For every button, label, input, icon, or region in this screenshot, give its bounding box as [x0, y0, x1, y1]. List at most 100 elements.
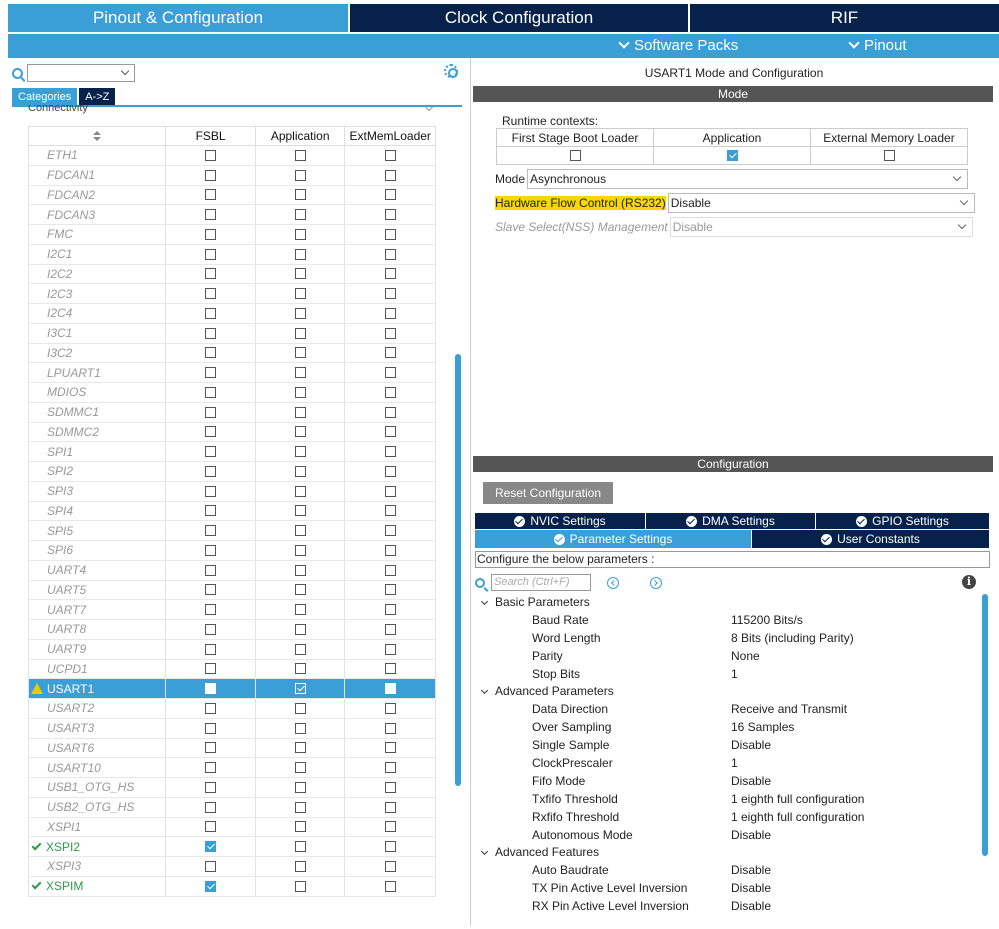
chevron-down-icon[interactable] [480, 687, 489, 695]
ext-checkbox[interactable] [384, 288, 396, 300]
table-row[interactable]: I3C1 [28, 323, 436, 344]
fsbl-checkbox[interactable] [205, 386, 217, 398]
table-row[interactable]: USART6 [28, 738, 436, 759]
tab-pinout-configuration[interactable]: Pinout & Configuration [8, 4, 348, 32]
fsbl-checkbox[interactable] [205, 683, 217, 695]
mode-select[interactable]: Asynchronous [527, 169, 969, 189]
app-checkbox[interactable] [294, 307, 306, 319]
app-checkbox[interactable] [294, 169, 306, 181]
app-checkbox[interactable] [294, 149, 306, 161]
ext-checkbox[interactable] [384, 525, 396, 537]
ext-checkbox[interactable] [384, 505, 396, 517]
tab-dma-settings[interactable]: DMA Settings [646, 513, 815, 529]
table-row[interactable]: SPI6 [28, 541, 436, 561]
peripheral-name[interactable]: I3C2 [29, 343, 167, 363]
ext-checkbox[interactable] [384, 169, 396, 181]
parameter-value[interactable]: Disable [731, 899, 772, 914]
app-checkbox[interactable] [294, 663, 306, 675]
table-row[interactable]: MDIOS [28, 383, 436, 403]
ext-checkbox[interactable] [384, 386, 396, 398]
ext-checkbox[interactable] [384, 623, 396, 635]
table-row[interactable]: SPI1 [28, 442, 436, 462]
context-checkbox-extmemloader[interactable] [883, 150, 895, 161]
peripheral-name[interactable]: XSPIM [29, 876, 167, 896]
fsbl-checkbox[interactable] [205, 564, 217, 576]
app-checkbox[interactable] [294, 446, 306, 458]
fsbl-checkbox[interactable] [205, 880, 217, 892]
fsbl-checkbox[interactable] [205, 465, 217, 477]
tab-categories[interactable]: Categories [12, 88, 78, 105]
peripheral-name[interactable]: XSPI2 [29, 837, 167, 856]
table-row[interactable]: ETH1 [28, 146, 436, 166]
app-checkbox[interactable] [294, 841, 306, 853]
app-checkbox[interactable] [294, 722, 306, 734]
ext-checkbox[interactable] [384, 347, 396, 359]
app-checkbox[interactable] [294, 564, 306, 576]
peripheral-name[interactable]: I2C3 [29, 284, 167, 303]
table-row[interactable]: FDCAN3 [28, 205, 436, 225]
ext-checkbox[interactable] [384, 683, 396, 695]
parameter-row[interactable]: Baud Rate 115200 Bits/s [473, 612, 981, 630]
parameter-row[interactable]: Parity None [473, 648, 981, 666]
table-row[interactable]: UART4 [28, 560, 436, 581]
app-checkbox[interactable] [294, 801, 306, 813]
parameter-row[interactable]: Autonomous Mode Disable [473, 827, 981, 845]
ext-checkbox[interactable] [384, 722, 396, 734]
app-checkbox[interactable] [294, 485, 306, 497]
peripheral-name[interactable]: USART3 [29, 718, 167, 738]
ext-checkbox[interactable] [384, 801, 396, 813]
peripheral-name[interactable]: SPI5 [29, 521, 167, 540]
fsbl-checkbox[interactable] [205, 643, 217, 655]
parameter-row[interactable]: Fifo Mode Disable [473, 773, 981, 791]
app-checkbox[interactable] [294, 386, 306, 398]
ext-checkbox[interactable] [384, 189, 396, 201]
peripheral-name[interactable]: SPI2 [29, 462, 167, 481]
fsbl-checkbox[interactable] [205, 228, 217, 240]
peripheral-name[interactable]: UCPD1 [29, 659, 167, 679]
fsbl-checkbox[interactable] [205, 623, 217, 635]
table-row[interactable]: USART3 [28, 718, 436, 739]
app-checkbox[interactable] [294, 683, 306, 695]
table-row[interactable]: SDMMC1 [28, 402, 436, 423]
table-row[interactable]: USART2 [28, 699, 436, 719]
column-header-extmemloader[interactable]: ExtMemLoader [349, 129, 431, 143]
parameter-row[interactable]: Single Sample Disable [473, 737, 981, 755]
fsbl-checkbox[interactable] [205, 307, 217, 319]
app-checkbox[interactable] [294, 781, 306, 793]
app-checkbox[interactable] [294, 406, 306, 418]
parameter-row[interactable]: RX Pin Active Level Inversion Disable [473, 898, 981, 916]
fsbl-checkbox[interactable] [205, 584, 217, 596]
peripheral-name[interactable]: SPI6 [29, 541, 167, 560]
previous-match-icon[interactable] [607, 577, 619, 589]
peripheral-name[interactable]: UART5 [29, 580, 167, 600]
peripheral-name[interactable]: FMC [29, 225, 167, 244]
fsbl-checkbox[interactable] [205, 762, 217, 774]
app-checkbox[interactable] [294, 623, 306, 635]
fsbl-checkbox[interactable] [205, 663, 217, 675]
app-checkbox[interactable] [294, 762, 306, 774]
peripheral-name[interactable]: XSPI1 [29, 817, 167, 837]
ext-checkbox[interactable] [384, 446, 396, 458]
peripheral-name[interactable]: I2C1 [29, 244, 167, 264]
parameter-row[interactable]: Rxfifo Threshold 1 eighth full configurat… [473, 809, 981, 827]
peripheral-name[interactable]: SDMMC1 [29, 402, 167, 422]
ext-checkbox[interactable] [384, 880, 396, 892]
peripheral-name[interactable]: SPI4 [29, 501, 167, 521]
peripheral-name[interactable]: FDCAN3 [29, 205, 167, 224]
table-row[interactable]: I2C4 [28, 304, 436, 324]
next-match-icon[interactable] [650, 577, 662, 589]
peripheral-name[interactable]: USB1_OTG_HS [29, 778, 167, 797]
parameter-value[interactable]: Receive and Transmit [731, 702, 848, 717]
ext-checkbox[interactable] [384, 248, 396, 260]
app-checkbox[interactable] [294, 268, 306, 280]
fsbl-checkbox[interactable] [205, 722, 217, 734]
table-row[interactable]: UART5 [28, 580, 436, 601]
fsbl-checkbox[interactable] [205, 327, 217, 339]
parameter-value[interactable]: 8 Bits (including Parity) [731, 630, 854, 645]
app-checkbox[interactable] [294, 189, 306, 201]
fsbl-checkbox[interactable] [205, 544, 217, 556]
fsbl-checkbox[interactable] [205, 406, 217, 418]
table-row[interactable]: USB2_OTG_HS [28, 797, 436, 818]
ext-checkbox[interactable] [384, 149, 396, 161]
peripheral-name[interactable]: UART9 [29, 639, 167, 659]
